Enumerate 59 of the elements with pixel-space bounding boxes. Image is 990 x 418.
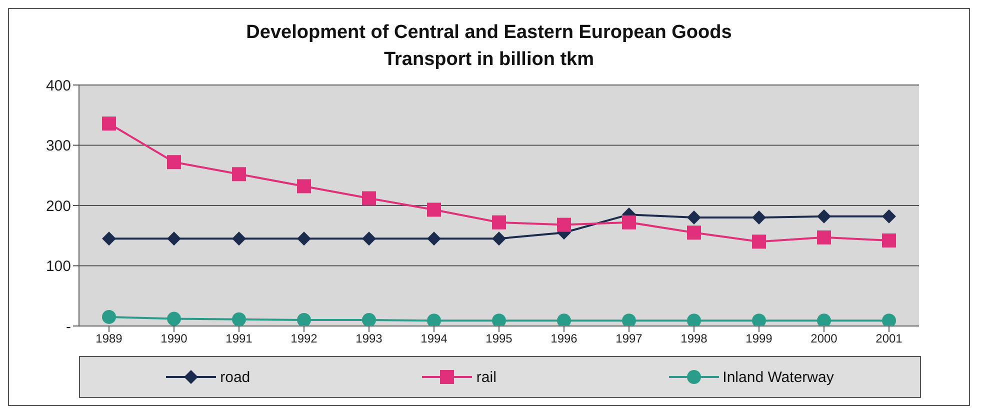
x-tick-label: 1994 [420,332,448,346]
x-tick-label: 1991 [226,332,253,346]
point [297,179,311,194]
point [492,314,506,326]
legend-label: rail [476,368,496,386]
point [427,232,441,246]
point [687,314,701,326]
point [102,232,116,246]
point [687,226,701,240]
y-tick-label: 300 [46,138,71,155]
x-tick-label: 1997 [616,332,643,346]
x-tick-label: 1999 [746,332,773,346]
y-tick-label: 200 [46,198,71,215]
point [102,310,116,324]
point [817,209,831,224]
point [362,312,376,326]
chart-title: Development of Central and Eastern European Goods Transport in billion tkm [245,21,733,72]
x-tick-label: 1998 [680,332,708,346]
point [102,116,116,131]
point [362,191,376,206]
point [492,232,506,246]
x-tick-label: 1990 [160,332,188,346]
x-tick-label: 1993 [356,332,383,346]
y-tick-label: 400 [46,77,71,94]
point [427,314,441,326]
point [232,232,246,246]
point [427,202,441,217]
point [167,155,181,170]
legend-label: road [220,368,250,386]
x-tick-label: 2000 [810,332,838,346]
legend-label: Inland Waterway [722,368,834,386]
y-tick-label: 100 [46,258,71,276]
point [362,232,376,246]
point [297,312,311,326]
x-tick-label: 2001 [876,332,903,346]
point [232,167,246,182]
point [882,209,896,224]
x-tick-label: 1989 [96,332,123,346]
point [817,230,831,244]
point [752,234,766,249]
point [492,215,506,230]
x-tick-label: 1995 [486,332,513,346]
point [167,232,181,246]
point [622,314,636,326]
y-tick-label: - [66,318,71,336]
point [167,312,181,326]
x-tick-label: 1992 [290,332,318,346]
point [232,312,246,326]
point [687,210,701,225]
point [752,210,766,225]
point [557,218,571,232]
point [752,314,766,326]
point [622,215,636,230]
point [557,314,571,326]
x-tick-label: 1996 [550,332,578,346]
point [882,233,896,248]
point [817,314,831,326]
point [882,314,896,326]
point [297,232,311,246]
